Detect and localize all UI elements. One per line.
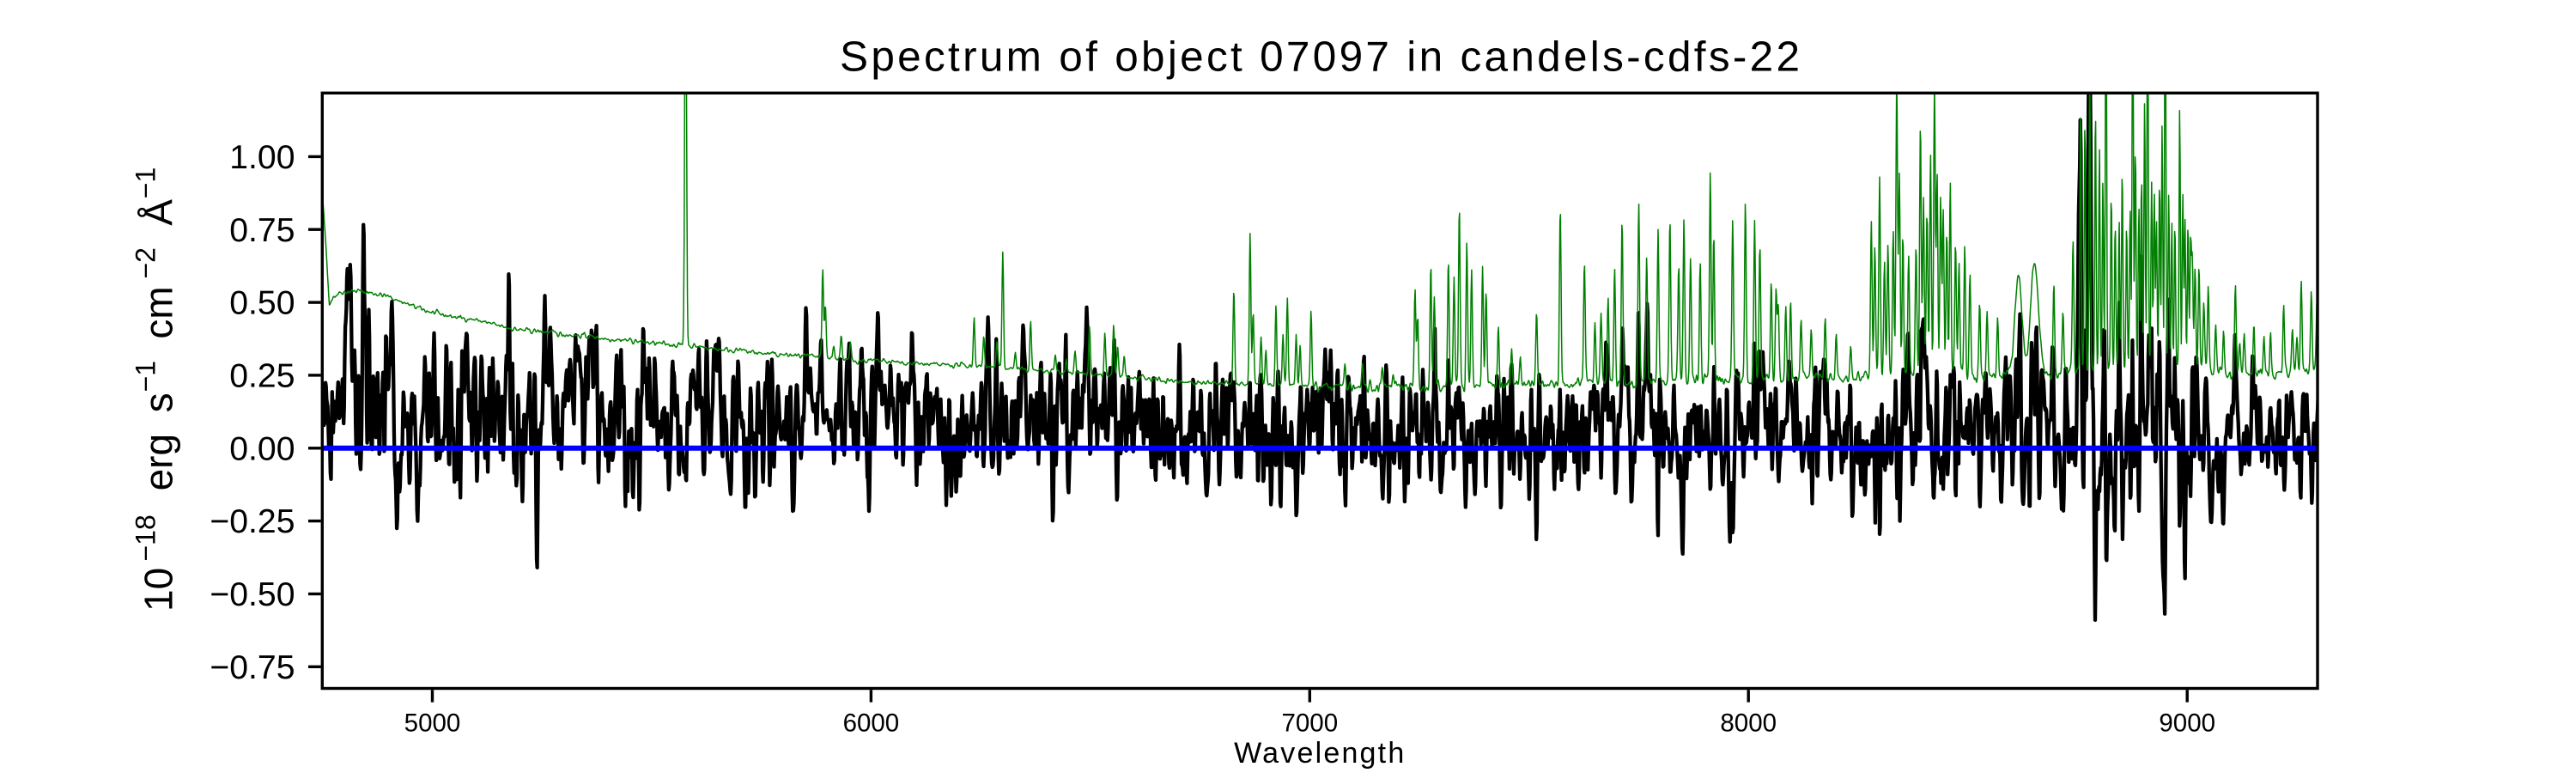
svg-text:5000: 5000 [404,709,461,738]
svg-text:Wavelength: Wavelength [1234,737,1406,770]
svg-text:0.00: 0.00 [229,430,295,467]
svg-text:9000: 9000 [2159,709,2215,738]
svg-text:10−18ergs−1cm−2Å−1: 10−18ergs−1cm−2Å−1 [131,167,181,612]
svg-text:Spectrum of object 07097 in ca: Spectrum of object 07097 in candels-cdfs… [840,33,1800,81]
svg-text:1.00: 1.00 [229,139,295,176]
svg-text:0.50: 0.50 [229,285,295,322]
svg-text:8000: 8000 [1720,709,1777,738]
svg-text:7000: 7000 [1281,709,1338,738]
svg-text:−0.50: −0.50 [210,576,295,613]
svg-text:0.25: 0.25 [229,358,295,395]
svg-text:0.75: 0.75 [229,212,295,249]
svg-text:6000: 6000 [843,709,900,738]
svg-text:−0.75: −0.75 [210,649,295,686]
svg-text:−0.25: −0.25 [210,503,295,540]
